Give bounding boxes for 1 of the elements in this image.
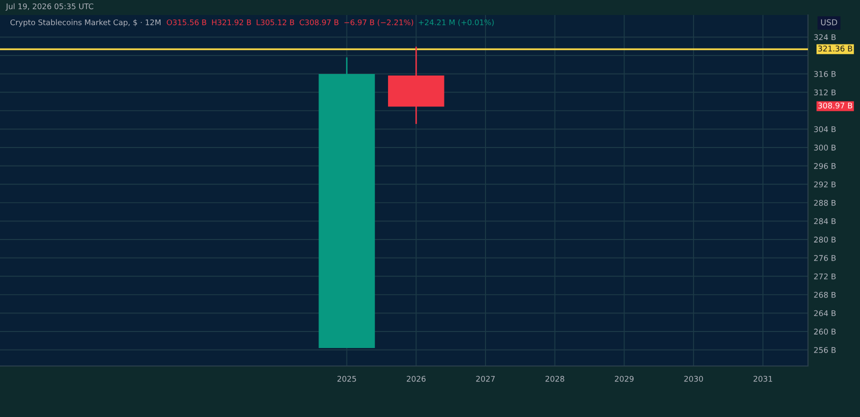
y-axis-title: USD — [821, 19, 838, 26]
